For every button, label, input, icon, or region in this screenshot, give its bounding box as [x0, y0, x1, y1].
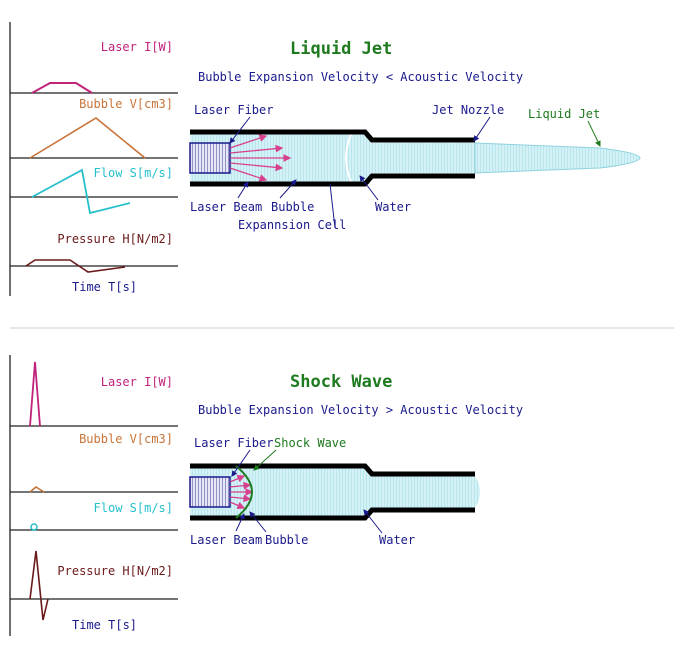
laser-fiber	[189, 142, 231, 174]
jet-nozzle-leader	[473, 116, 491, 142]
pressure-curve	[29, 550, 49, 621]
laser-fiber-leader	[231, 449, 251, 477]
flow-curve	[30, 523, 38, 531]
expansion-cell-leader	[329, 183, 336, 229]
liquid-jet-leader	[587, 120, 601, 147]
flow-curve	[31, 168, 131, 215]
water-leader	[359, 175, 379, 201]
bubble-curve	[29, 117, 146, 159]
expansion-cell-boundary	[345, 131, 353, 185]
flow-label: Flow S[m/s]	[94, 501, 173, 515]
panel-title: Liquid Jet	[290, 39, 392, 59]
expansion-cell-callout: Expannsion Cell	[238, 218, 346, 232]
bubble-callout: Bubble	[265, 533, 308, 547]
flow-label: Flow S[m/s]	[94, 166, 173, 180]
laser-beam-callout: Laser Beam	[190, 200, 262, 214]
liquid-jet-callout: Liquid Jet	[528, 107, 600, 121]
pressure-curve	[25, 259, 126, 273]
water-region	[190, 466, 480, 518]
time-label: Time T[s]	[72, 618, 137, 632]
bubble-callout: Bubble	[271, 200, 314, 214]
bubble-curve	[29, 486, 45, 493]
laser-curve	[29, 361, 41, 427]
nozzle-wall-top	[190, 129, 475, 143]
shock-wave-callout: Shock Wave	[274, 436, 346, 450]
panel-title: Shock Wave	[290, 372, 392, 392]
nozzle-wall-top	[190, 463, 475, 477]
laser-label: Laser I[W]	[101, 40, 173, 54]
laser-beam-leader	[235, 513, 245, 532]
pressure-label: Pressure H[N/m2]	[57, 232, 173, 246]
pressure-label: Pressure H[N/m2]	[57, 564, 173, 578]
bubble-leader	[279, 179, 297, 199]
panel-liquid-jet: Laser I[W] Bubble V[cm3] Flow S[m/s] Pre…	[9, 22, 641, 296]
laser-beam-rays	[229, 474, 254, 510]
laser-fiber-callout: Laser Fiber	[194, 103, 273, 117]
shock-wave-leader	[253, 449, 277, 471]
panel-subtitle: Bubble Expansion Velocity > Acoustic Vel…	[198, 403, 523, 417]
nozzle-wall-bottom	[190, 173, 475, 187]
liquid-jet	[474, 142, 641, 174]
panel-shock-wave: Laser I[W] Bubble V[cm3] Flow S[m/s] Pre…	[9, 355, 523, 636]
panel-subtitle: Bubble Expansion Velocity < Acoustic Vel…	[198, 70, 523, 84]
laser-fiber-leader	[229, 116, 251, 144]
water-callout: Water	[379, 533, 415, 547]
laser-beam-callout: Laser Beam	[190, 533, 262, 547]
bubble-leader	[249, 511, 267, 533]
bubble-label: Bubble V[cm3]	[79, 432, 173, 446]
jet-nozzle-callout: Jet Nozzle	[432, 103, 504, 117]
laser-fiber-callout: Laser Fiber	[194, 436, 273, 450]
water-callout: Water	[375, 200, 411, 214]
water-region	[190, 132, 475, 184]
bubble-label: Bubble V[cm3]	[79, 97, 173, 111]
laser-fiber	[189, 476, 231, 508]
laser-beam-rays	[229, 134, 292, 182]
water-leader	[363, 509, 383, 534]
laser-curve	[31, 82, 93, 94]
time-label: Time T[s]	[72, 280, 137, 294]
laser-label: Laser I[W]	[101, 375, 173, 389]
laser-beam-leader	[237, 181, 249, 199]
